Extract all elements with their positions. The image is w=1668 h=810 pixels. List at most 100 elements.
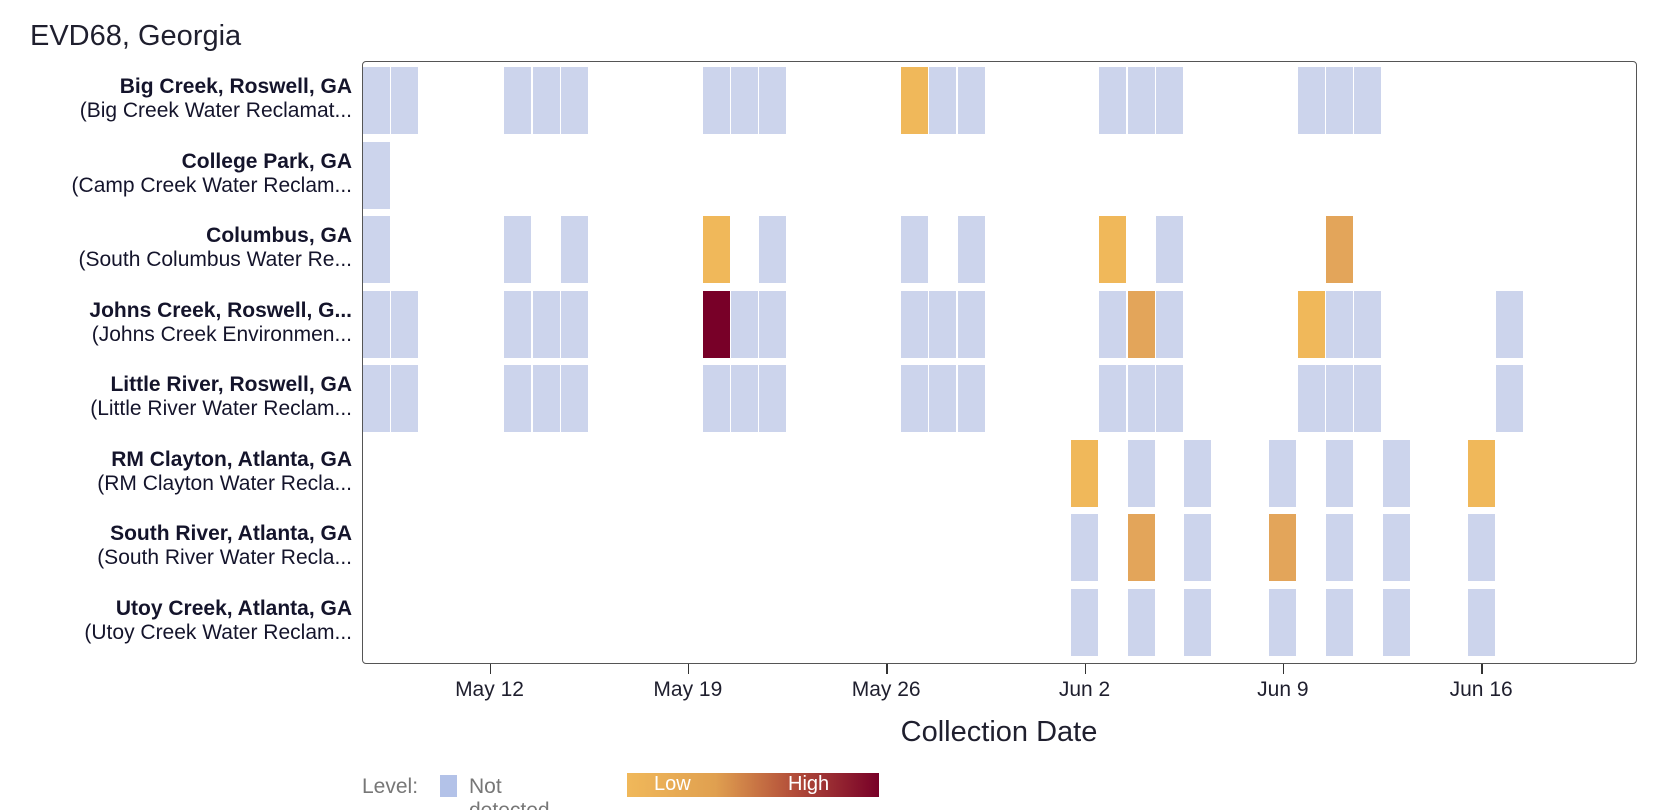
heatmap-cell[interactable]: [900, 67, 929, 134]
heatmap-cell[interactable]: [929, 67, 957, 134]
heatmap-cell[interactable]: [957, 290, 985, 358]
heatmap-cell[interactable]: [504, 216, 532, 283]
heatmap-cell[interactable]: [560, 290, 589, 358]
heatmap-cell[interactable]: [560, 365, 589, 432]
heatmap-cell[interactable]: [1325, 365, 1354, 432]
heatmap-cell[interactable]: [1325, 514, 1354, 581]
heatmap-cell[interactable]: [929, 365, 957, 432]
heatmap-cell[interactable]: [929, 290, 957, 358]
heatmap-cell[interactable]: [560, 216, 589, 283]
heatmap-cell[interactable]: [1325, 67, 1354, 134]
heatmap-cell[interactable]: [1155, 290, 1184, 358]
heatmap-cell[interactable]: [1099, 216, 1127, 283]
heatmap-cell[interactable]: [1354, 290, 1382, 358]
heatmap-cell[interactable]: [1184, 439, 1212, 507]
heatmap-cell[interactable]: [900, 290, 929, 358]
heatmap-cell[interactable]: [1070, 514, 1099, 581]
heatmap-cell[interactable]: [1127, 67, 1155, 134]
heatmap-cell[interactable]: [957, 67, 985, 134]
heatmap-cell[interactable]: [504, 365, 532, 432]
heatmap-cell[interactable]: [702, 67, 730, 134]
row-label: Columbus, GA (South Columbus Water Re...: [0, 224, 353, 272]
heatmap-cell[interactable]: [702, 290, 730, 358]
heatmap-cell[interactable]: [1155, 67, 1184, 134]
heatmap-cell[interactable]: [1127, 365, 1155, 432]
heatmap-cell[interactable]: [759, 216, 787, 283]
heatmap-cell[interactable]: [1354, 67, 1382, 134]
heatmap-cell[interactable]: [504, 290, 532, 358]
heatmap-cell[interactable]: [390, 365, 419, 432]
heatmap-cell[interactable]: [1297, 290, 1325, 358]
heatmap-cell[interactable]: [532, 365, 560, 432]
heatmap-cell[interactable]: [702, 216, 730, 283]
row-label-name: Johns Creek, Roswell, G...: [89, 298, 352, 322]
x-tick-label: May 12: [455, 678, 524, 701]
heatmap-cell[interactable]: [362, 67, 390, 134]
heatmap-cell[interactable]: [1269, 514, 1297, 581]
heatmap-cell[interactable]: [730, 67, 759, 134]
heatmap-cell[interactable]: [730, 290, 759, 358]
heatmap-cell[interactable]: [1127, 588, 1155, 656]
heatmap-cell[interactable]: [362, 216, 390, 283]
heatmap-cell[interactable]: [1325, 216, 1354, 283]
x-tick-mark: [886, 664, 888, 674]
heatmap-cell[interactable]: [560, 67, 589, 134]
heatmap-cell[interactable]: [1127, 290, 1155, 358]
row-label: Utoy Creek, Atlanta, GA (Utoy Creek Water…: [0, 597, 352, 645]
heatmap-cell[interactable]: [1495, 290, 1524, 358]
heatmap-cell[interactable]: [1325, 439, 1354, 507]
heatmap-cell[interactable]: [1099, 67, 1127, 134]
heatmap-cell[interactable]: [1354, 365, 1382, 432]
heatmap-cell[interactable]: [957, 365, 985, 432]
heatmap-cell[interactable]: [1184, 514, 1212, 581]
heatmap-cell[interactable]: [1099, 290, 1127, 358]
heatmap-cell[interactable]: [1269, 588, 1297, 656]
heatmap-cell[interactable]: [504, 67, 532, 134]
heatmap-cell[interactable]: [957, 216, 985, 283]
heatmap-cell[interactable]: [900, 365, 929, 432]
row-label-name: Columbus, GA: [206, 224, 352, 247]
heatmap-cell[interactable]: [759, 67, 787, 134]
heatmap-cell[interactable]: [1325, 290, 1354, 358]
row-label-facility: (Johns Creek Environmen...: [91, 322, 352, 346]
row-label-facility: (Big Creek Water Reclamat...: [79, 99, 352, 123]
heatmap-cell[interactable]: [532, 290, 560, 358]
heatmap-cell[interactable]: [1155, 216, 1184, 283]
heatmap-cell[interactable]: [532, 67, 560, 134]
heatmap-cell[interactable]: [1155, 365, 1184, 432]
heatmap-cell[interactable]: [1467, 439, 1495, 507]
heatmap-cell[interactable]: [390, 67, 419, 134]
heatmap-cell[interactable]: [1382, 588, 1410, 656]
row-label-name: RM Clayton, Atlanta, GA: [111, 447, 352, 471]
heatmap-cell[interactable]: [702, 365, 730, 432]
heatmap-cell[interactable]: [1070, 439, 1099, 507]
x-tick-label: Jun 2: [1058, 678, 1111, 701]
heatmap-cell[interactable]: [1467, 514, 1495, 581]
heatmap-cell[interactable]: [390, 290, 419, 358]
heatmap-cell[interactable]: [900, 216, 929, 283]
row-label: RM Clayton, Atlanta, GA (RM Clayton Water…: [0, 448, 352, 496]
heatmap-cell[interactable]: [362, 141, 390, 209]
row-label: Little River, Roswell, GA (Little River W…: [0, 373, 352, 421]
heatmap-cell[interactable]: [730, 365, 759, 432]
heatmap-cell[interactable]: [1099, 365, 1127, 432]
row-label-name: Big Creek, Roswell, GA: [119, 75, 352, 98]
heatmap-cell[interactable]: [1269, 439, 1297, 507]
heatmap-cell[interactable]: [362, 365, 390, 432]
x-tick-label: Jun 16: [1449, 678, 1513, 701]
heatmap-cell[interactable]: [1495, 365, 1524, 432]
heatmap-cell[interactable]: [759, 290, 787, 358]
heatmap-cell[interactable]: [1297, 67, 1325, 134]
heatmap-cell[interactable]: [1325, 588, 1354, 656]
heatmap-cell[interactable]: [1070, 588, 1099, 656]
heatmap-cell[interactable]: [1127, 439, 1155, 507]
heatmap-cell[interactable]: [1297, 365, 1325, 432]
heatmap-cell[interactable]: [1184, 588, 1212, 656]
heatmap-cell[interactable]: [1127, 514, 1155, 581]
heatmap-cell[interactable]: [1382, 514, 1410, 581]
heatmap-cell[interactable]: [759, 365, 787, 432]
heatmap-cell[interactable]: [1382, 439, 1410, 507]
heatmap-cell[interactable]: [1467, 588, 1495, 656]
heatmap-cell[interactable]: [362, 290, 390, 358]
